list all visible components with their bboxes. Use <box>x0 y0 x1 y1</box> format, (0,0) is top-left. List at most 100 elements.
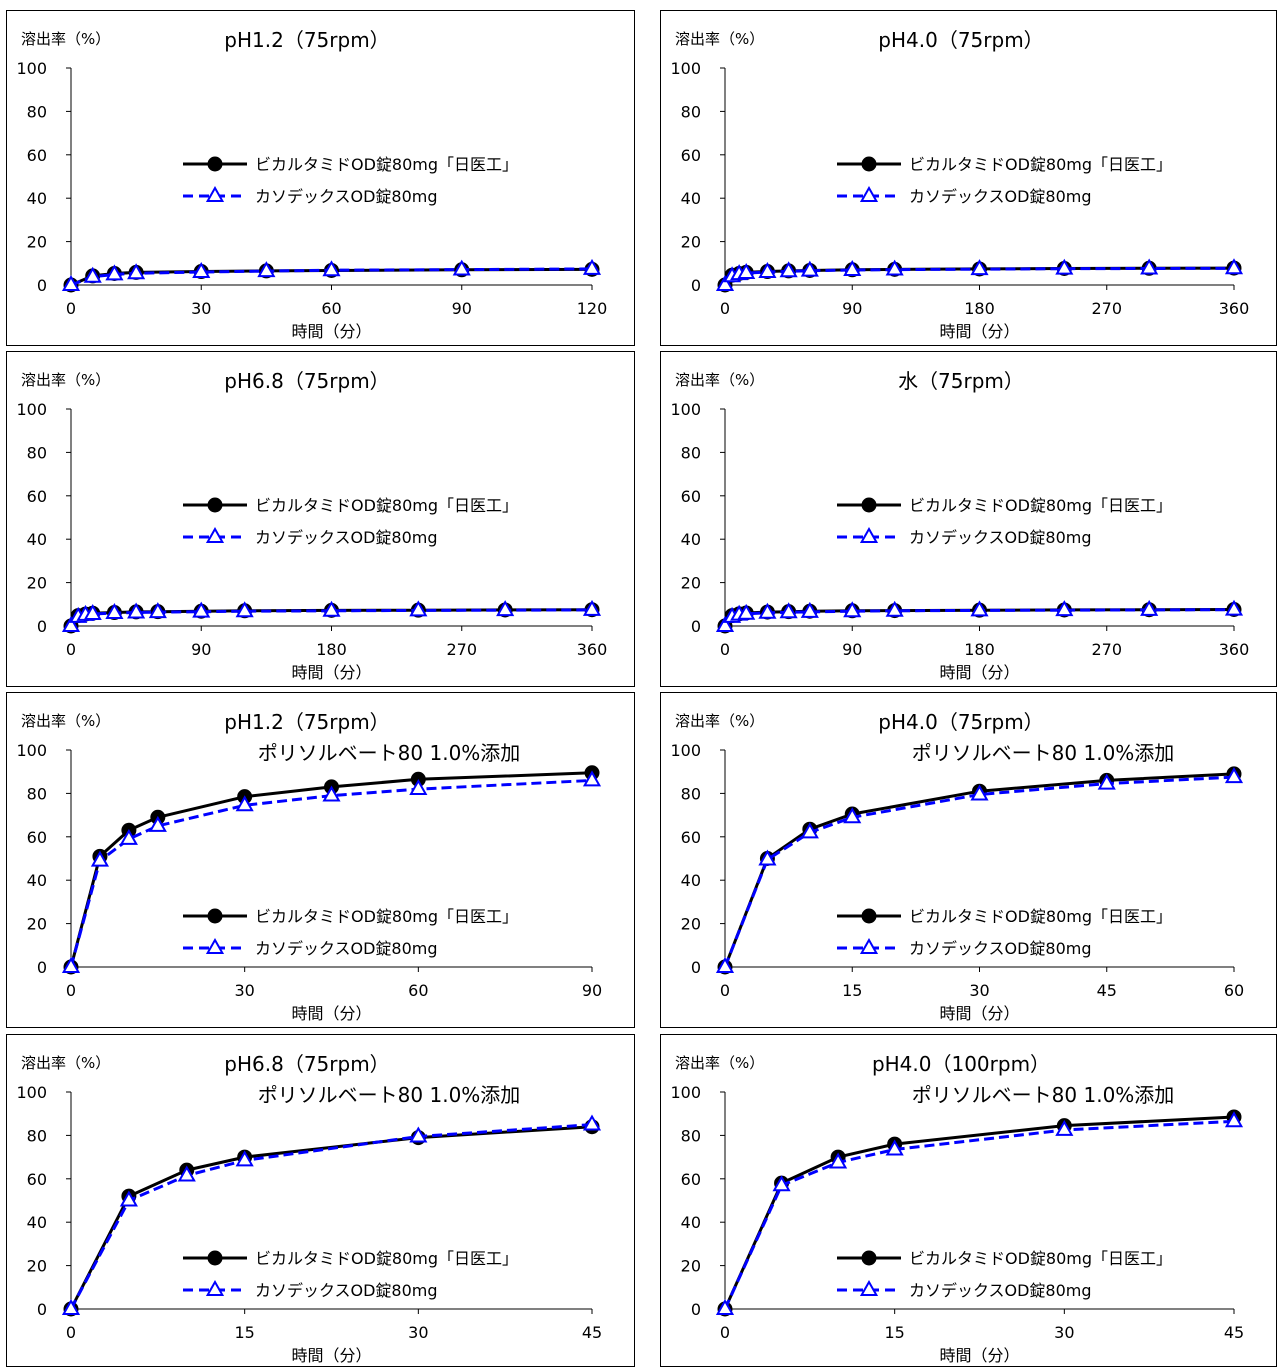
x-tick-label: 0 <box>720 640 730 659</box>
y-tick-label: 20 <box>27 1257 47 1276</box>
legend-marker-2 <box>859 1279 879 1296</box>
y-axis-label: 溶出率（%） <box>21 30 110 48</box>
data-point-2 <box>119 828 138 845</box>
data-point-2 <box>779 261 798 278</box>
y-tick-label: 100 <box>16 400 47 419</box>
data-point-2 <box>192 261 211 278</box>
y-tick-label: 60 <box>27 487 47 506</box>
y-tick-label: 80 <box>27 443 47 462</box>
y-axis-label: 溶出率（%） <box>21 712 110 730</box>
data-point-2 <box>843 260 862 276</box>
y-tick-label: 40 <box>27 189 47 208</box>
data-point-2 <box>148 815 167 832</box>
series-line-2 <box>723 1119 1235 1310</box>
chart-panel-4: 溶出率（%） 水（75rpm） 0 20 40 60 80 100 0 90 180 270 360 時間… <box>660 351 1277 687</box>
x-tick-label: 180 <box>964 640 995 659</box>
legend-label-1: ビカルタミドOD錠80mg「日医工」 <box>255 907 518 926</box>
data-point-2 <box>1224 599 1244 616</box>
chart-panel-3: 溶出率（%） pH6.8（75rpm） 0 20 40 60 80 100 0 90 180 270 3… <box>6 351 635 687</box>
y-tick-label: 0 <box>37 617 47 636</box>
series-line-1 <box>69 771 593 968</box>
y-tick-label: 100 <box>670 1083 701 1102</box>
data-point-2 <box>409 600 428 617</box>
legend-label-1: ビカルタミドOD錠80mg「日医工」 <box>255 496 518 515</box>
y-tick-label: 0 <box>37 276 47 295</box>
legend-label-2: カソデックスOD錠80mg <box>909 939 1092 958</box>
legend-marker-1 <box>861 908 877 924</box>
x-axis-label: 時間（分） <box>291 663 371 682</box>
data-point-2 <box>127 263 146 280</box>
y-tick-label: 80 <box>27 1126 47 1145</box>
data-point-2 <box>885 600 904 617</box>
x-axis-label: 時間（分） <box>291 1346 371 1365</box>
legend-marker-2 <box>205 185 225 202</box>
data-point-2 <box>235 601 254 618</box>
data-point-2 <box>83 266 102 283</box>
chart-panel-7: 溶出率（%） pH6.8（75rpm） ポリソルベート80 1.0%添加 0 20 40 6… <box>6 1034 635 1367</box>
y-axis-label: 溶出率（%） <box>21 1054 110 1072</box>
legend-label-2: カソデックスOD錠80mg <box>909 1281 1092 1300</box>
x-axis-label: 時間（分） <box>939 1346 1019 1365</box>
data-point-2 <box>582 770 602 787</box>
y-tick-label: 100 <box>16 741 47 760</box>
x-axis-label: 時間（分） <box>939 1004 1019 1023</box>
y-tick-label: 0 <box>691 617 701 636</box>
x-tick-label: 15 <box>884 1323 904 1342</box>
legend-label-1: ビカルタミドOD錠80mg「日医工」 <box>909 1249 1172 1268</box>
y-tick-label: 60 <box>681 828 701 847</box>
data-point-2 <box>496 600 515 617</box>
series-line-2 <box>69 778 593 968</box>
chart-svg: 溶出率（%） pH4.0（100rpm） ポリソルベート80 1.0%添加 0 20 40… <box>670 1052 1244 1365</box>
x-tick-label: 90 <box>842 299 862 318</box>
data-point-2 <box>1224 1111 1244 1128</box>
legend-label-2: カソデックスOD錠80mg <box>255 939 438 958</box>
x-tick-label: 30 <box>969 981 989 1000</box>
legend-label-1: ビカルタミドOD錠80mg「日医工」 <box>909 155 1172 174</box>
legend-marker-1 <box>207 1250 223 1266</box>
x-tick-label: 90 <box>582 981 602 1000</box>
data-point-2 <box>772 1175 791 1192</box>
chart-svg: 溶出率（%） pH4.0（75rpm） ポリソルベート80 1.0%添加 0 20 40 6… <box>670 710 1244 1023</box>
y-tick-label: 60 <box>27 146 47 165</box>
series-line-2 <box>69 1123 593 1310</box>
y-tick-label: 20 <box>681 233 701 252</box>
data-point-2 <box>1055 600 1074 617</box>
x-tick-label: 360 <box>577 640 608 659</box>
chart-svg: 溶出率（%） pH6.8（75rpm） 0 20 40 60 80 100 0 90 180 270 3… <box>16 369 608 682</box>
data-point-2 <box>885 1139 904 1156</box>
y-tick-label: 60 <box>681 1170 701 1189</box>
y-tick-label: 80 <box>681 1126 701 1145</box>
data-point-2 <box>148 602 167 619</box>
y-tick-label: 40 <box>27 871 47 890</box>
x-tick-label: 180 <box>964 299 995 318</box>
chart-title: pH4.0（100rpm） <box>872 1052 1050 1076</box>
legend-label-2: カソデックスOD錠80mg <box>255 528 438 547</box>
x-tick-label: 90 <box>191 640 211 659</box>
y-tick-label: 20 <box>681 915 701 934</box>
y-tick-label: 80 <box>681 102 701 121</box>
chart-title: pH6.8（75rpm） <box>224 1052 389 1076</box>
data-point-2 <box>715 1298 735 1315</box>
chart-title: pH1.2（75rpm） <box>224 710 389 734</box>
data-point-2 <box>452 259 471 276</box>
x-tick-label: 270 <box>446 640 477 659</box>
y-tick-label: 60 <box>27 1170 47 1189</box>
y-tick-label: 80 <box>681 784 701 803</box>
data-point-2 <box>1055 1119 1074 1136</box>
chart-title: pH4.0（75rpm） <box>878 28 1043 52</box>
legend-label-2: カソデックスOD錠80mg <box>909 187 1092 206</box>
legend-marker-1 <box>207 908 223 924</box>
x-tick-label: 360 <box>1219 640 1250 659</box>
series-line-1 <box>723 1115 1235 1310</box>
x-tick-label: 15 <box>842 981 862 1000</box>
y-tick-label: 40 <box>681 1213 701 1232</box>
data-point-2 <box>105 602 124 619</box>
chart-title: pH1.2（75rpm） <box>224 28 389 52</box>
legend-label-2: カソデックスOD錠80mg <box>255 1281 438 1300</box>
data-point-2 <box>90 850 110 867</box>
x-tick-label: 180 <box>316 640 347 659</box>
y-tick-label: 40 <box>681 189 701 208</box>
legend-marker-2 <box>205 1279 225 1296</box>
y-tick-label: 40 <box>27 530 47 549</box>
data-point-2 <box>758 849 777 866</box>
